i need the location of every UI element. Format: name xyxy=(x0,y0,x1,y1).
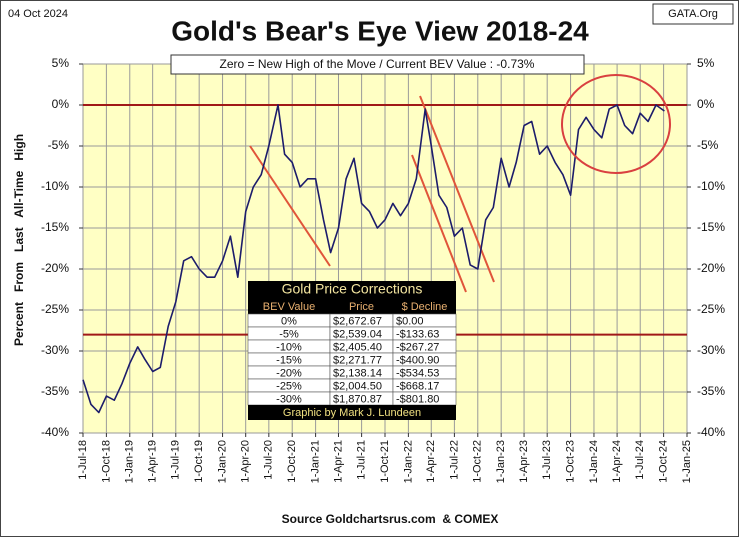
x-tick-label: 1-Jan-22 xyxy=(402,440,414,483)
table-header: $ Decline xyxy=(402,301,448,313)
series xyxy=(82,104,665,414)
x-tick-label: 1-Jul-20 xyxy=(263,440,275,480)
chart-title: Gold's Bear's Eye View 2018-24 xyxy=(171,15,589,46)
x-tick-label: 1-Jan-20 xyxy=(216,440,228,483)
y2-tick-label: 5% xyxy=(697,56,715,70)
source: Source Goldchartsrus.com & COMEX xyxy=(282,512,499,526)
x-tick-label: 1-Jul-23 xyxy=(541,440,553,480)
table-cell-text: -10% xyxy=(276,341,302,353)
table-cell-text: -$801.80 xyxy=(396,393,439,405)
table-cell-text: $2,539.04 xyxy=(333,328,382,340)
x-tick-label: 1-Jan-24 xyxy=(588,440,600,483)
table-cell-text: $2,405.40 xyxy=(333,341,382,353)
x-tick-label: 1-Jan-21 xyxy=(310,440,322,483)
x-tick-label: 1-Apr-23 xyxy=(518,440,530,483)
y-axis-label: Percent From Last All-Time High xyxy=(12,134,26,346)
date-label: 04 Oct 2024 xyxy=(8,8,68,20)
x-tick-label: 1-Oct-20 xyxy=(286,440,298,483)
table-cell-text: $1,870.87 xyxy=(333,393,382,405)
table-cell-text: -20% xyxy=(276,367,302,379)
table-cell-text: -5% xyxy=(279,328,299,340)
table-cell-text: -$534.53 xyxy=(396,367,439,379)
table-title: Gold Price Corrections xyxy=(282,281,423,297)
y2-tick-label: -15% xyxy=(697,220,725,234)
x-tick-label: 1-Oct-24 xyxy=(658,440,670,483)
axes: 5% 5%0% 0%-5% -5%-10% -10%-15% -15%-20% -20%-2… xyxy=(41,56,725,483)
table-cell-text: -$668.17 xyxy=(396,380,439,392)
y2-tick-label: 0% xyxy=(697,97,715,111)
table-header: Price xyxy=(349,301,374,313)
annotation-box xyxy=(170,54,585,75)
corrections-table: Gold Price Corrections BEV Value Price $ De… xyxy=(247,281,457,420)
table-cell-text: $2,138.14 xyxy=(333,367,382,379)
table-footer-bg xyxy=(248,405,456,420)
y-tick-label: -10% xyxy=(41,179,69,193)
y-tick-label: -25% xyxy=(41,302,69,316)
y-tick-label: -40% xyxy=(41,425,69,439)
table-cell-text: -25% xyxy=(276,380,302,392)
x-tick-label: 1-Oct-21 xyxy=(379,440,391,483)
y2-tick-label: -30% xyxy=(697,343,725,357)
x-tick-label: 1-Oct-18 xyxy=(100,440,112,483)
y-tick-label: 5% xyxy=(52,56,70,70)
table-cell-text: $2,004.50 xyxy=(333,380,382,392)
y-tick-label: 0% xyxy=(52,97,70,111)
table-cell-text: -$267.27 xyxy=(396,341,439,353)
table-cell-text: $2,672.67 xyxy=(333,315,382,327)
y2-tick-label: -10% xyxy=(697,179,725,193)
y2-tick-label: -20% xyxy=(697,261,725,275)
table-cell-text: -$133.63 xyxy=(396,328,439,340)
y2-tick-label: -25% xyxy=(697,302,725,316)
table-cell-text: $0.00 xyxy=(396,315,424,327)
y-tick-label: -15% xyxy=(41,220,69,234)
table-title-bg xyxy=(248,281,456,299)
table-footer: Graphic by Mark J. Lundeen xyxy=(283,407,421,419)
x-tick-label: 1-Jul-21 xyxy=(356,440,368,480)
x-tick-label: 1-Oct-23 xyxy=(564,440,576,483)
trend-line xyxy=(411,154,467,293)
x-tick-label: 1-Jan-19 xyxy=(124,440,136,483)
table-cell-text: -$400.90 xyxy=(396,354,439,366)
x-tick-label: 1-Jul-22 xyxy=(448,440,460,480)
x-tick-label: 1-Apr-24 xyxy=(611,440,623,483)
x-tick-label: 1-Oct-22 xyxy=(472,440,484,483)
site-label: GATA.Org xyxy=(668,8,718,20)
table-cell-text: 0% xyxy=(281,315,297,327)
y2-tick-label: -5% xyxy=(697,138,719,152)
x-tick-label: 1-Apr-21 xyxy=(332,440,344,483)
table-header-bg xyxy=(248,299,456,314)
y-tick-label: -5% xyxy=(48,138,70,152)
x-tick-label: 1-Jul-24 xyxy=(634,440,646,480)
trend-line xyxy=(419,95,495,283)
y-tick-label: -20% xyxy=(41,261,69,275)
table-cell-text: -15% xyxy=(276,354,302,366)
x-tick-label: 1-Apr-20 xyxy=(240,440,252,483)
x-tick-label: 1-Apr-22 xyxy=(425,440,437,483)
table-header: BEV Value xyxy=(263,301,315,313)
x-tick-label: 1-Apr-19 xyxy=(147,440,159,483)
highlight-circle xyxy=(561,74,671,174)
site-box xyxy=(652,3,734,25)
x-tick-label: 1-Jul-18 xyxy=(77,440,89,480)
y-tick-label: -35% xyxy=(41,384,69,398)
y2-tick-label: -35% xyxy=(697,384,725,398)
annotation: Zero = New High of the Move / Current BE… xyxy=(220,57,535,71)
x-tick-label: 1-Jul-19 xyxy=(170,440,182,480)
y2-tick-label: -40% xyxy=(697,425,725,439)
x-tick-label: 1-Oct-19 xyxy=(193,440,205,483)
table-cell-text: -30% xyxy=(276,393,302,405)
y-tick-label: -30% xyxy=(41,343,69,357)
line xyxy=(82,104,665,414)
x-tick-label: 1-Jan-25 xyxy=(681,440,693,483)
table-cell-text: $2,271.77 xyxy=(333,354,382,366)
x-tick-label: 1-Jan-23 xyxy=(495,440,507,483)
